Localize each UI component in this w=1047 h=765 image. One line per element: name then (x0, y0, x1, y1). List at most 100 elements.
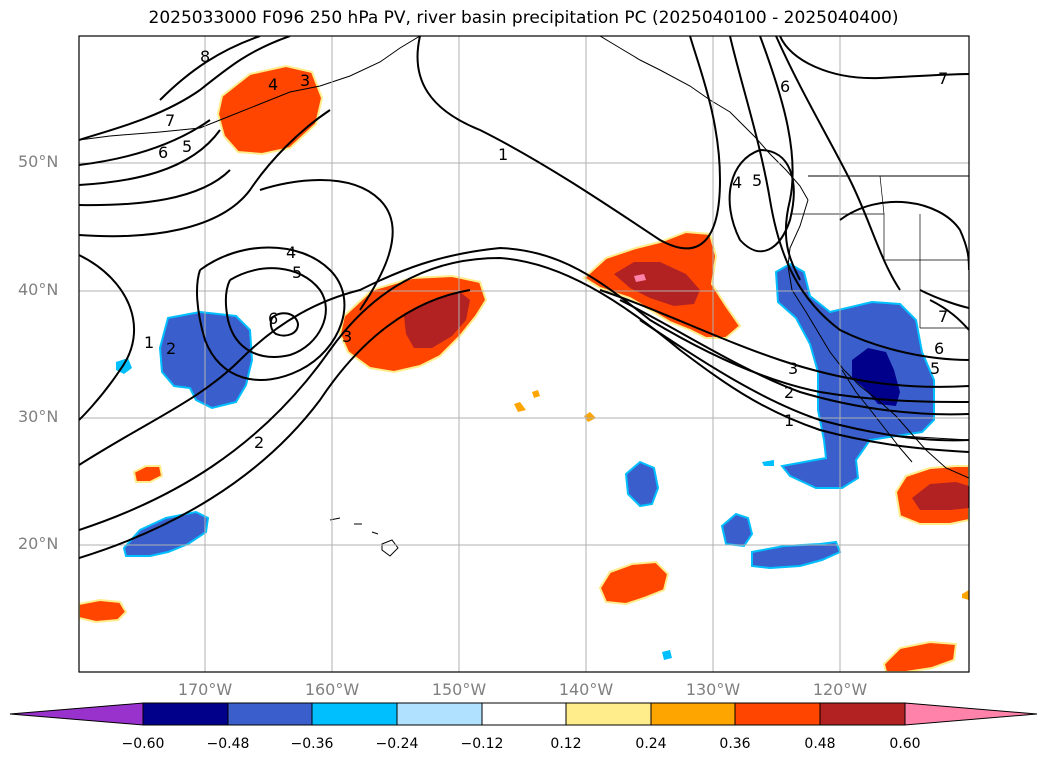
colorbar-tick-label: −0.24 (375, 736, 419, 752)
colorbar-segment (819, 702, 906, 726)
contour-label: 7 (165, 111, 175, 130)
contour-label: 4 (268, 75, 278, 94)
contour-label: 6 (780, 77, 790, 96)
contour-label: 2 (784, 383, 794, 402)
lon-label-120w: 120°W (812, 680, 868, 699)
contour-label: 5 (752, 171, 762, 190)
lat-label-30n: 30°N (18, 407, 59, 426)
alaska-southeast-coast (599, 36, 809, 201)
colorbar-segment (650, 702, 736, 726)
blue-blob-tiny (662, 650, 672, 660)
contour-label: 6 (268, 309, 278, 328)
north-america-west-coast (787, 199, 969, 479)
blue-blob-east-small (720, 512, 754, 548)
contour-east-loop (728, 148, 795, 253)
contour-4-west (79, 169, 231, 207)
colorbar-tick-label: 0.12 (550, 736, 582, 752)
orange-blob-small-1 (132, 465, 164, 483)
orange-dot-1 (584, 412, 596, 422)
lon-label-140w: 140°W (558, 680, 614, 699)
contour-label: 1 (144, 333, 154, 352)
colorbar-left-extension (9, 702, 144, 726)
contour-east-1b (639, 319, 969, 442)
contour-label: 2 (254, 433, 264, 452)
blue-blob-subtropical-west (158, 310, 254, 410)
contour-4-center (196, 246, 346, 381)
colorbar-segment (142, 702, 229, 726)
contour-label: 1 (498, 145, 508, 164)
contour-east-5 (775, 36, 901, 291)
contour-6-center (269, 312, 300, 337)
orange-blob-southeast (882, 640, 958, 672)
contour-3-west (79, 109, 331, 238)
contour-outer-loop (259, 179, 394, 311)
colorbar-tick-label: −0.12 (460, 736, 504, 752)
lat-label-40n: 40°N (18, 280, 59, 299)
colorbar-segment (734, 702, 821, 726)
contour-label: 6 (934, 339, 944, 358)
pv-contours (79, 36, 969, 559)
blue-blob-hawaii-west (122, 510, 210, 557)
lon-label-130w: 130°W (685, 680, 741, 699)
blue-blob-central-pacific (624, 460, 660, 508)
contour-label: 5 (292, 263, 302, 282)
contour-east-7b (779, 36, 969, 80)
colorbar-tick-label: 0.36 (719, 736, 751, 752)
negative-anomaly-areas (116, 262, 935, 660)
colorbar-right-extension (904, 702, 1038, 726)
contour-east-4 (759, 36, 801, 281)
lon-label-170w: 170°W (177, 680, 233, 699)
contour-east-3 (729, 36, 969, 361)
colorbar-tick-label: 0.48 (804, 736, 836, 752)
contour-8 (159, 36, 261, 101)
contour-label: 3 (342, 327, 352, 346)
contour-label: 5 (930, 359, 940, 378)
contour-label: 8 (200, 47, 210, 66)
contour-2-south (79, 289, 471, 559)
contour-label: 2 (166, 339, 176, 358)
colorbar-tick-label: −0.36 (290, 736, 334, 752)
contour-label: 6 (158, 143, 168, 162)
colorbar-tick-label: −0.48 (206, 736, 250, 752)
blue-blob-east-elongated (751, 540, 842, 570)
contour-5-center (224, 267, 327, 358)
map-title: 2025033000 F096 250 hPa PV, river basin … (148, 8, 899, 28)
contour-label: 4 (286, 243, 296, 262)
map-frame (78, 35, 970, 673)
orange-dot-3 (514, 402, 526, 412)
contour-east-3b (599, 289, 969, 388)
hawaii-islands (329, 517, 399, 557)
colorbar-tick-label: −0.60 (121, 736, 165, 752)
contour-7-west (79, 36, 291, 141)
contour-6-west (79, 119, 211, 166)
lon-label-160w: 160°W (304, 680, 360, 699)
lat-label-20n: 20°N (18, 534, 59, 553)
orange-dot-2 (532, 390, 540, 398)
graticule (79, 36, 969, 672)
colorbar-segment (396, 702, 483, 726)
contour-1-north (416, 36, 722, 250)
colorbar-segment (481, 702, 567, 726)
blue-blob-tiny-2 (762, 460, 774, 466)
baja-california (841, 369, 913, 463)
orange-dot-4 (962, 590, 969, 600)
contour-east-6 (929, 299, 969, 331)
contour-label: 5 (182, 137, 192, 156)
orange-blob-south (598, 560, 670, 606)
pink-core (634, 274, 646, 282)
contour-5-west (79, 129, 221, 186)
colorbar (9, 702, 1038, 726)
contour-2-main (79, 246, 969, 466)
red-core-mexico (912, 482, 969, 510)
contour-east-2b (619, 299, 969, 416)
lon-label-150w: 150°W (431, 680, 487, 699)
contour-label: 7 (938, 69, 948, 88)
dark-blue-core (852, 348, 900, 406)
orange-blob-southwest (79, 598, 128, 624)
colorbar-segment (565, 702, 652, 726)
contour-label: 3 (788, 359, 798, 378)
red-core-northeast (614, 262, 700, 306)
map-panel: 8 7 6 5 4 3 1 4 5 6 3 2 1 2 4 5 7 7 6 5 … (79, 36, 969, 672)
contour-labels: 8 7 6 5 4 3 1 4 5 6 3 2 1 2 4 5 7 7 6 5 … (144, 47, 948, 452)
